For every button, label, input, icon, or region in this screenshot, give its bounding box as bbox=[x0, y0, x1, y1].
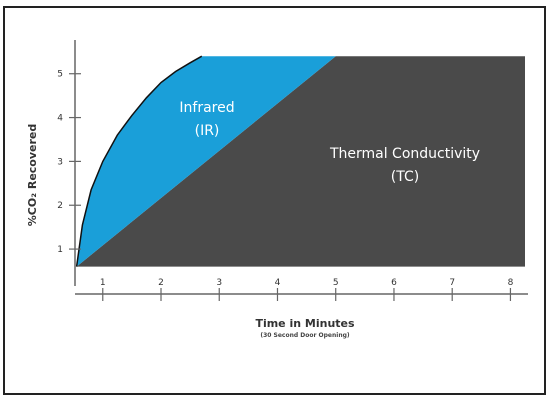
ir-region-label: Infrared bbox=[179, 100, 234, 116]
x-tick-label: 3 bbox=[216, 278, 222, 288]
y-axis-title: %CO₂ Recovered bbox=[26, 124, 39, 227]
x-tick-label: 5 bbox=[333, 278, 339, 288]
ir-area bbox=[76, 56, 336, 267]
x-tick-label: 7 bbox=[449, 278, 455, 288]
x-tick-label: 1 bbox=[100, 278, 106, 288]
x-axis: 1 2 3 4 5 6 7 8 bbox=[75, 278, 528, 301]
x-axis-title: Time in Minutes bbox=[255, 317, 355, 330]
x-tick-label: 4 bbox=[275, 278, 281, 288]
y-axis: 1 2 3 4 5 bbox=[57, 40, 81, 286]
y-tick-label: 2 bbox=[57, 201, 63, 211]
tc-region-sublabel: (TC) bbox=[391, 169, 419, 185]
y-tick-label: 1 bbox=[57, 245, 63, 255]
x-tick-label: 2 bbox=[158, 278, 164, 288]
x-tick-label: 6 bbox=[391, 278, 397, 288]
tc-region-label: Thermal Conductivity bbox=[329, 146, 480, 162]
y-tick-label: 5 bbox=[57, 70, 63, 80]
x-axis-subtitle: (30 Second Door Opening) bbox=[260, 332, 350, 339]
y-tick-label: 3 bbox=[57, 157, 63, 167]
x-tick-label: 8 bbox=[508, 278, 514, 288]
ir-region-sublabel: (IR) bbox=[195, 123, 220, 139]
tc-area bbox=[76, 56, 525, 267]
y-tick-label: 4 bbox=[57, 114, 63, 124]
ir-curve-line bbox=[75, 55, 203, 267]
